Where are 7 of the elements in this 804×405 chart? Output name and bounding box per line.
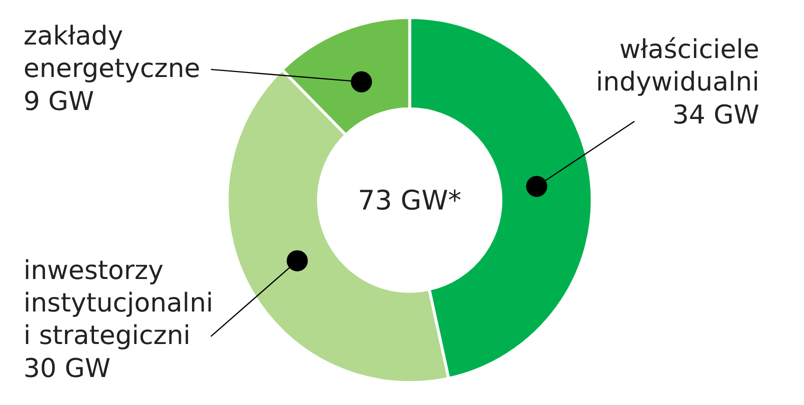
slice-label: zakłady energetyczne — [24, 22, 200, 84]
slice-label: inwestorzy instytucjonalni i strategiczni — [24, 256, 214, 352]
data-label: 30 GW — [24, 354, 111, 384]
data-label: 34 GW — [672, 100, 760, 130]
slice-label: właściciele indywidualni — [596, 34, 760, 98]
data-label: 9 GW — [24, 86, 94, 117]
text: 73 GW* — [358, 186, 462, 217]
